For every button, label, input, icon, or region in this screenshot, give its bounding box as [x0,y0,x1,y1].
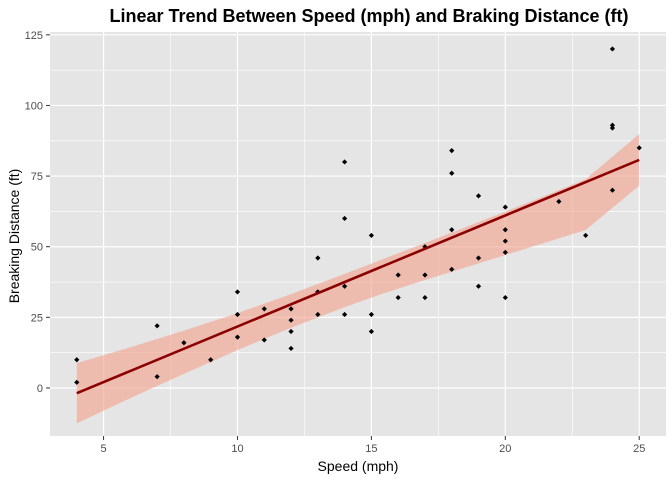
data-point [234,334,241,340]
data-point [261,337,267,343]
data-point [342,159,348,165]
chart-title: Linear Trend Between Speed (mph) and Bra… [109,6,628,26]
data-point [556,198,562,205]
data-point [368,311,374,318]
data-point [315,311,321,318]
x-tick-label: 5 [101,443,107,455]
data-point [395,272,401,278]
y-tick-label: 50 [31,242,43,254]
y-tick-label: 125 [25,30,43,42]
x-tick-label: 10 [231,443,243,455]
data-point [502,249,508,255]
y-tick-label: 25 [31,312,43,324]
data-point [234,289,241,295]
confidence-band [76,133,640,424]
data-point [154,374,160,380]
data-point [502,294,508,301]
data-point [315,255,321,261]
data-point [449,148,455,154]
data-point [609,125,616,131]
data-point [502,238,508,244]
data-point [368,328,374,335]
data-point [368,232,374,239]
data-point [74,357,80,363]
data-point [583,232,589,239]
data-point [342,283,348,289]
data-point [261,306,267,312]
y-axis-ticks: 0 25 50 75 100 125 [25,30,50,395]
x-axis-ticks: 5 10 15 20 25 [101,436,645,455]
data-point [475,193,482,199]
y-tick-label: 0 [37,383,43,395]
data-point [502,227,508,233]
data-point [609,187,616,193]
data-point [422,294,428,301]
x-tick-label: 25 [633,443,645,455]
x-axis-title: Speed (mph) [318,458,399,474]
data-point [154,323,160,329]
data-point [288,328,294,335]
data-point [636,145,642,151]
x-tick-label: 15 [365,443,377,455]
trend-line [76,158,640,395]
data-point [475,283,482,289]
data-point [475,255,482,261]
data-point [395,294,401,301]
data-point [422,272,428,278]
data-point [449,170,455,176]
y-tick-label: 75 [31,171,43,183]
data-point [234,311,241,318]
data-point [288,345,294,352]
data-point [609,46,616,52]
data-point [449,266,455,272]
data-point [288,306,294,312]
y-axis-title: Breaking Distance (ft) [6,169,22,304]
data-point [288,317,294,323]
x-tick-label: 20 [499,443,511,455]
data-point [342,215,348,222]
data-point [449,227,455,233]
data-point [609,122,616,128]
data-point [181,340,187,346]
data-point [342,311,348,318]
y-tick-label: 100 [25,100,43,112]
data-point [502,204,508,210]
data-point [208,357,214,363]
data-point [74,379,80,385]
